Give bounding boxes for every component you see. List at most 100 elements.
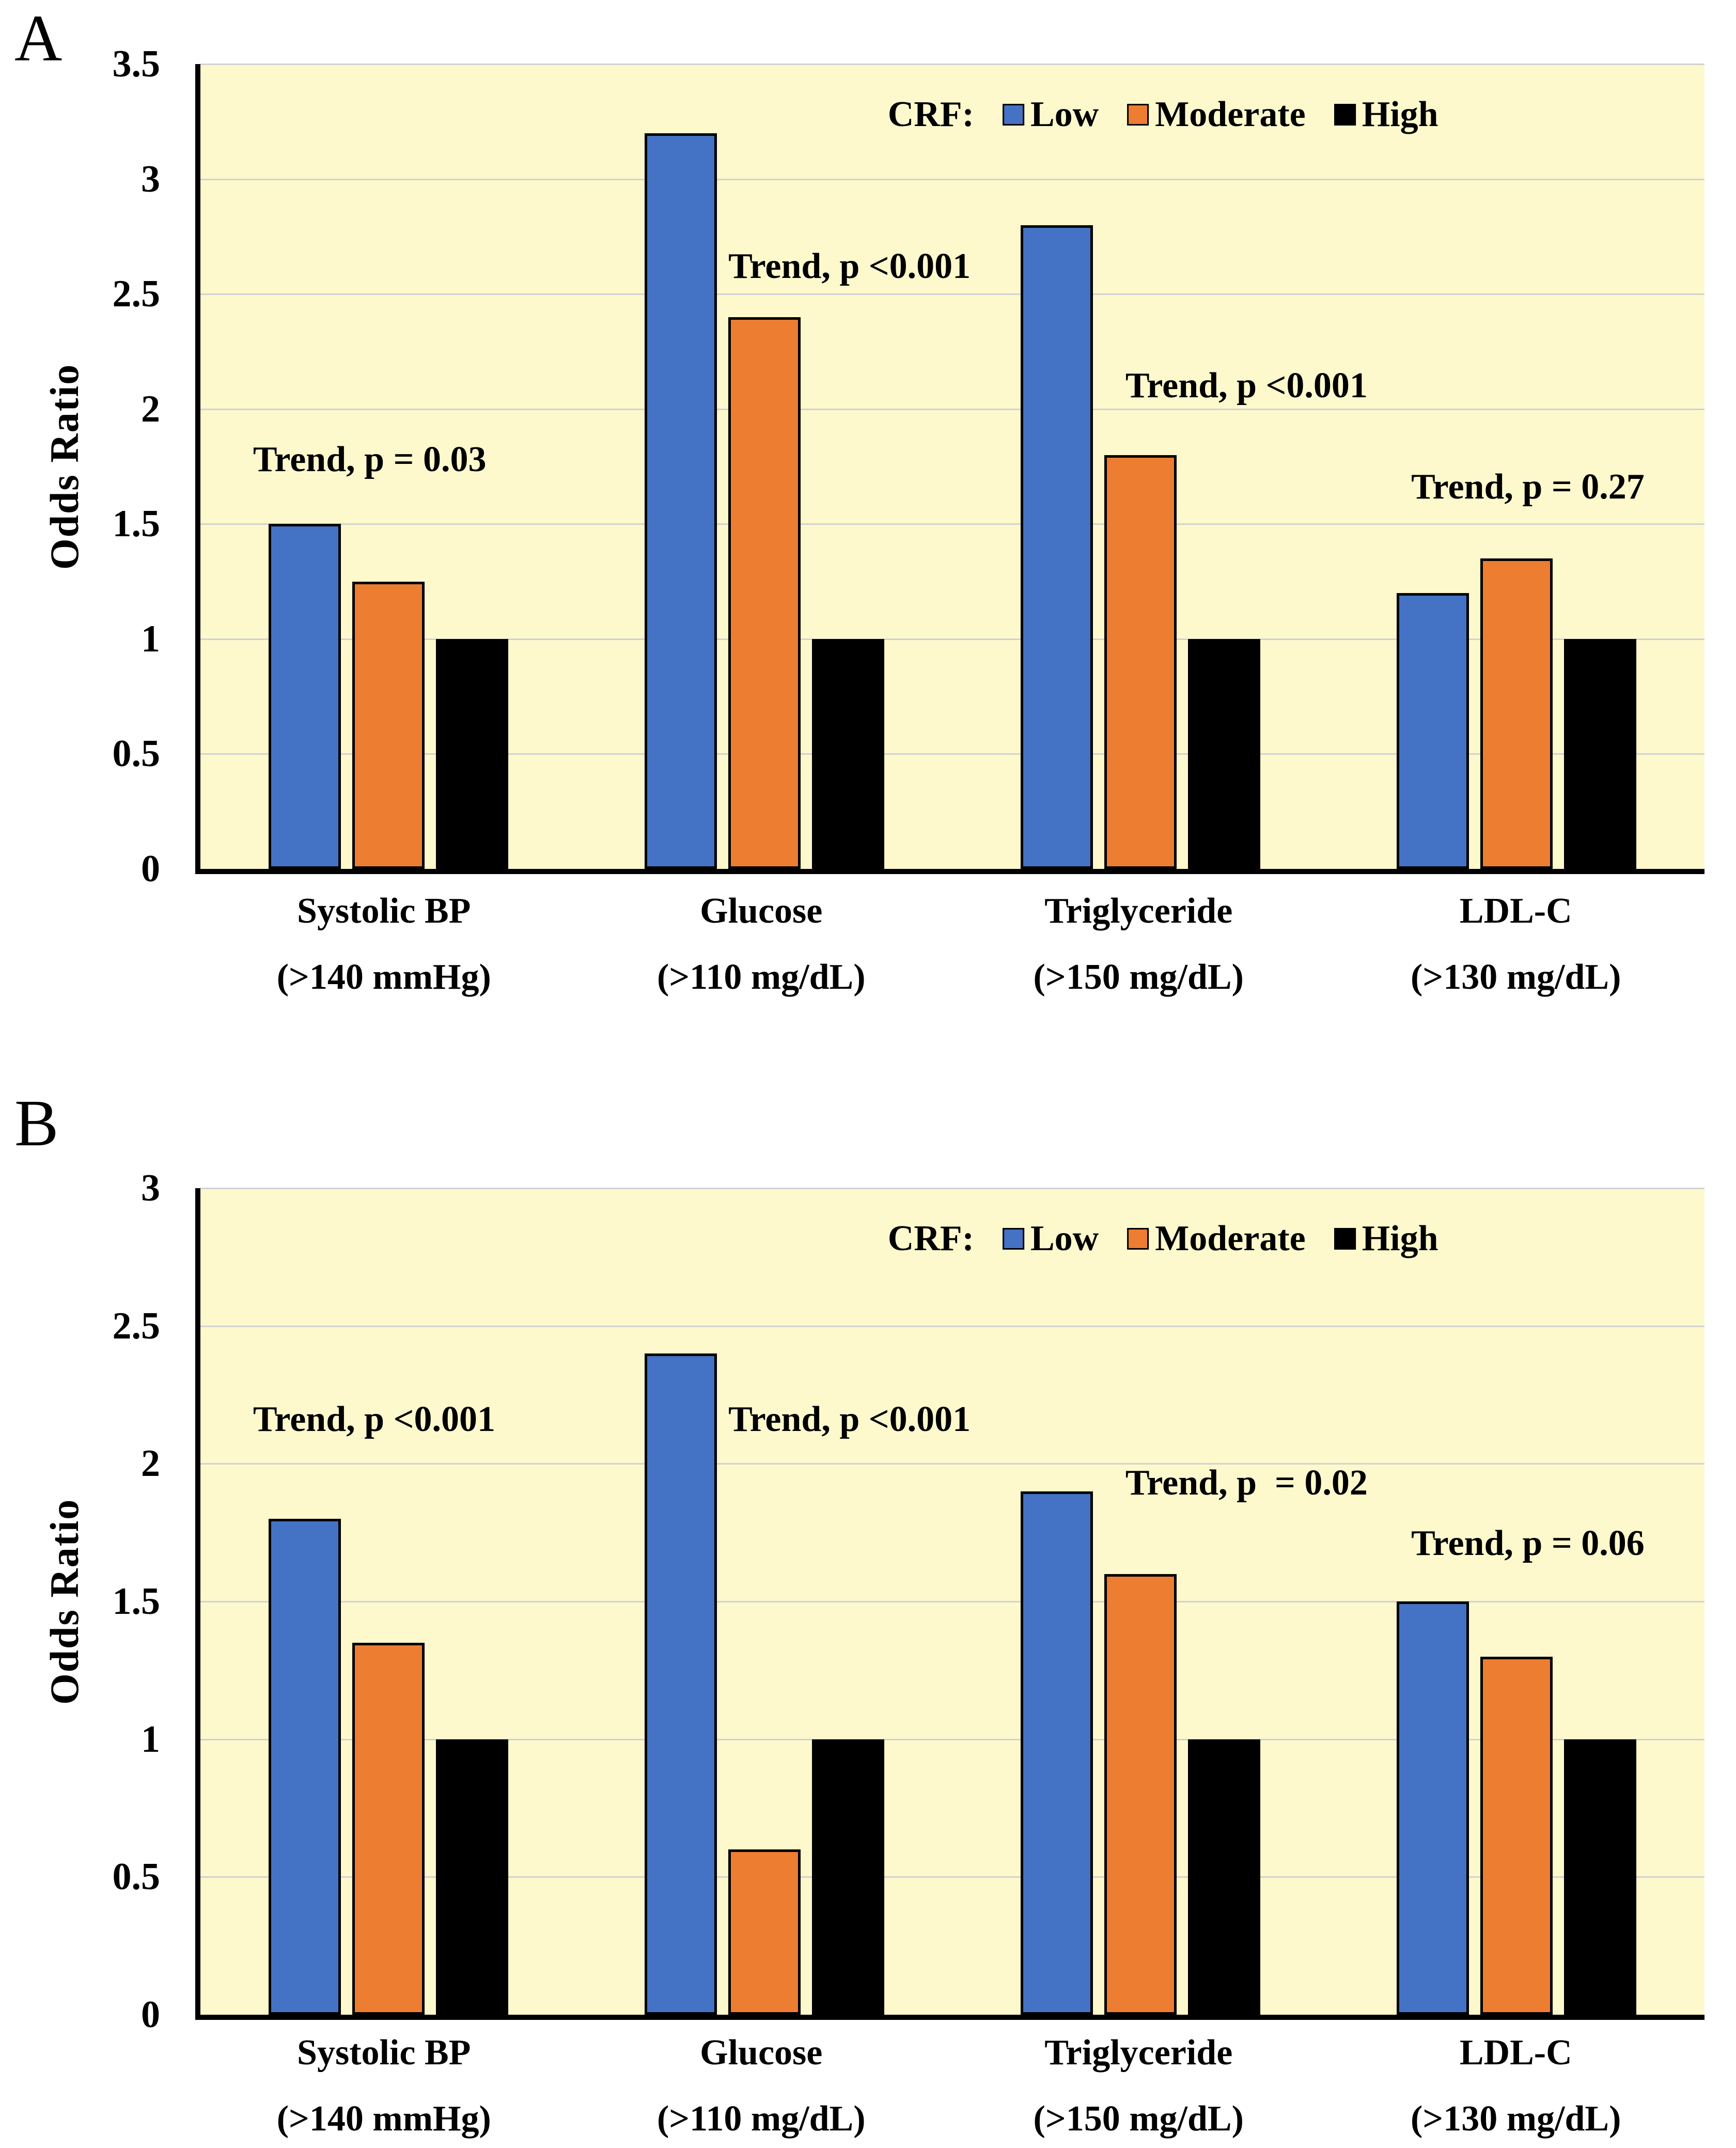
bar-moderate-systolic-bp bbox=[352, 582, 425, 869]
trend-annotation: Trend, p <0.001 bbox=[253, 1399, 495, 1439]
category-name: Triglyceride bbox=[1044, 891, 1233, 931]
category-label-glucose: Glucose (>110 mg/dL) bbox=[573, 2033, 950, 2139]
legend-label-high: High bbox=[1362, 1219, 1438, 1258]
y-tick-label: 1.5 bbox=[112, 503, 161, 546]
gridline bbox=[200, 1325, 1704, 1327]
category-threshold: (>110 mg/dL) bbox=[656, 957, 866, 997]
bar-moderate-ldl-c bbox=[1480, 558, 1553, 869]
legend-title: CRF: bbox=[887, 95, 974, 134]
category-label-ldl-c: LDL-C (>130 mg/dL) bbox=[1327, 891, 1705, 998]
gridline bbox=[200, 1188, 1704, 1189]
bar-low-systolic-bp bbox=[269, 1519, 341, 2015]
panel-b-label: B bbox=[14, 1086, 59, 1160]
category-threshold: (>150 mg/dL) bbox=[1033, 957, 1244, 997]
category-label-systolic-bp: Systolic BP (>140 mmHg) bbox=[195, 2033, 573, 2139]
bar-moderate-triglyceride bbox=[1104, 1574, 1177, 2015]
category-label-systolic-bp: Systolic BP (>140 mmHg) bbox=[195, 891, 573, 998]
legend-swatch-moderate-icon bbox=[1127, 1228, 1149, 1250]
y-tick-label: 3.5 bbox=[112, 43, 161, 85]
y-axis-ticks: 0 0.5 1 1.5 2 2.5 3 3.5 bbox=[0, 45, 161, 888]
bar-high-glucose bbox=[812, 1739, 884, 2015]
bar-low-glucose bbox=[645, 1353, 717, 2015]
category-threshold: (>150 mg/dL) bbox=[1033, 2099, 1244, 2139]
gridline bbox=[200, 293, 1704, 295]
legend-swatch-low-icon bbox=[1002, 104, 1024, 126]
legend-item-low: Low bbox=[1002, 1218, 1099, 1259]
bar-high-glucose bbox=[812, 639, 884, 869]
bar-low-triglyceride bbox=[1021, 225, 1093, 869]
category-threshold: (>140 mmHg) bbox=[276, 2099, 491, 2139]
bar-high-triglyceride bbox=[1188, 639, 1260, 869]
legend-swatch-high-icon bbox=[1334, 104, 1356, 126]
category-name: Systolic BP bbox=[297, 2033, 471, 2073]
gridline bbox=[200, 1601, 1704, 1602]
gridline bbox=[200, 178, 1704, 180]
gridline bbox=[200, 753, 1704, 755]
legend-swatch-low-icon bbox=[1002, 1228, 1024, 1250]
legend-label-low: Low bbox=[1030, 1219, 1099, 1258]
legend-item-moderate: Moderate bbox=[1127, 94, 1306, 135]
bar-high-systolic-bp bbox=[436, 639, 508, 869]
y-tick-label: 1 bbox=[141, 617, 160, 660]
bar-moderate-triglyceride bbox=[1104, 455, 1177, 869]
category-name: Systolic BP bbox=[297, 891, 471, 931]
bar-low-ldl-c bbox=[1397, 1601, 1469, 2015]
bar-low-systolic-bp bbox=[269, 524, 341, 869]
panel-a-label: A bbox=[14, 2, 62, 75]
legend-swatch-moderate-icon bbox=[1127, 104, 1149, 126]
category-threshold: (>140 mmHg) bbox=[276, 957, 491, 997]
x-axis-labels: Systolic BP (>140 mmHg) Glucose (>110 mg/dL… bbox=[195, 891, 1704, 998]
category-label-triglyceride: Triglyceride (>150 mg/dL) bbox=[950, 891, 1327, 998]
category-threshold: (>130 mg/dL) bbox=[1411, 957, 1621, 997]
legend: CRF: Low Moderate High bbox=[888, 94, 1438, 135]
bar-moderate-ldl-c bbox=[1480, 1657, 1553, 2015]
legend-label-moderate: Moderate bbox=[1155, 1219, 1306, 1258]
plot-area: CRF: Low Moderate High Trend, p = 0.03 Trend… bbox=[195, 64, 1704, 874]
y-tick-label: 0 bbox=[141, 1994, 160, 2036]
bar-moderate-systolic-bp bbox=[352, 1643, 425, 2015]
category-threshold: (>110 mg/dL) bbox=[656, 2099, 866, 2139]
y-tick-label: 2 bbox=[141, 1442, 160, 1485]
bar-low-glucose bbox=[645, 133, 717, 869]
y-tick-label: 0.5 bbox=[112, 733, 161, 775]
category-label-ldl-c: LDL-C (>130 mg/dL) bbox=[1327, 2033, 1705, 2139]
category-name: Glucose bbox=[700, 2033, 823, 2073]
y-tick-label: 3 bbox=[141, 158, 160, 200]
category-name: Glucose bbox=[700, 891, 823, 931]
trend-annotation: Trend, p <0.001 bbox=[728, 1399, 971, 1439]
y-tick-label: 3 bbox=[141, 1167, 160, 1209]
gridline bbox=[200, 64, 1704, 65]
category-name: Triglyceride bbox=[1044, 2033, 1233, 2073]
bar-moderate-glucose bbox=[728, 317, 801, 869]
gridline bbox=[200, 638, 1704, 640]
legend: CRF: Low Moderate High bbox=[888, 1218, 1438, 1259]
legend-item-low: Low bbox=[1002, 94, 1099, 135]
bar-high-ldl-c bbox=[1564, 639, 1636, 869]
y-tick-label: 2 bbox=[141, 387, 160, 430]
y-tick-label: 0.5 bbox=[112, 1856, 161, 1898]
gridline bbox=[200, 1876, 1704, 1878]
trend-annotation: Trend, p = 0.03 bbox=[253, 439, 487, 479]
legend-swatch-high-icon bbox=[1334, 1228, 1356, 1250]
category-label-triglyceride: Triglyceride (>150 mg/dL) bbox=[950, 2033, 1327, 2139]
trend-annotation: Trend, p = 0.27 bbox=[1411, 467, 1645, 507]
trend-annotation: Trend, p <0.001 bbox=[728, 246, 971, 286]
y-tick-label: 2.5 bbox=[112, 1304, 161, 1347]
bar-high-systolic-bp bbox=[436, 1739, 508, 2015]
y-tick-label: 0 bbox=[141, 848, 160, 890]
bar-moderate-glucose bbox=[728, 1849, 801, 2015]
category-name: LDL-C bbox=[1459, 2033, 1572, 2073]
x-axis-labels: Systolic BP (>140 mmHg) Glucose (>110 mg/dL… bbox=[195, 2033, 1704, 2139]
legend-title: CRF: bbox=[887, 1219, 974, 1258]
gridline bbox=[200, 408, 1704, 410]
legend-label-high: High bbox=[1362, 95, 1438, 134]
y-tick-label: 1 bbox=[141, 1718, 160, 1761]
category-name: LDL-C bbox=[1459, 891, 1572, 931]
y-tick-label: 1.5 bbox=[112, 1580, 161, 1623]
bar-low-triglyceride bbox=[1021, 1491, 1093, 2015]
bar-high-ldl-c bbox=[1564, 1739, 1636, 2015]
trend-annotation: Trend, p <0.001 bbox=[1125, 366, 1368, 406]
bar-low-ldl-c bbox=[1397, 593, 1469, 869]
legend-item-moderate: Moderate bbox=[1127, 1218, 1306, 1259]
